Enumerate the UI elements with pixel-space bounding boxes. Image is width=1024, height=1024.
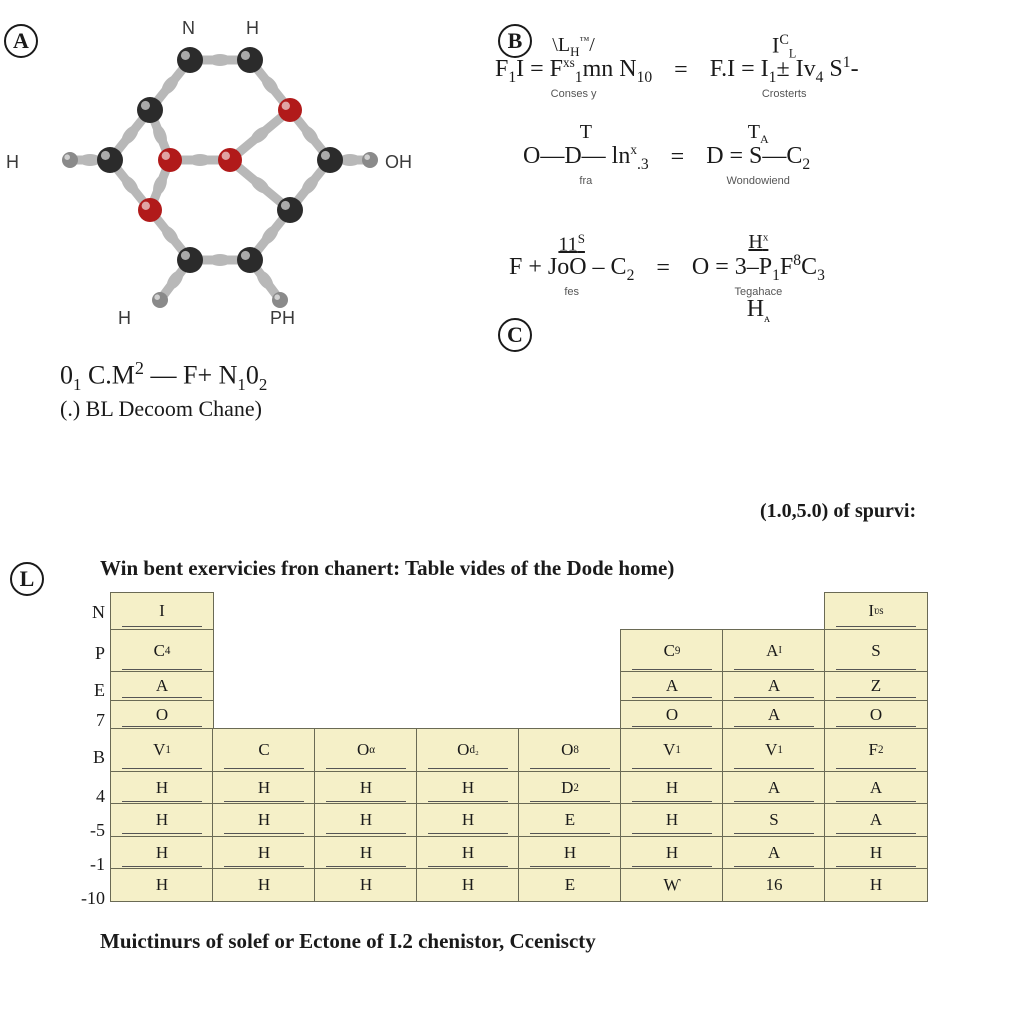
table-cell — [314, 700, 418, 730]
table-cell: O — [110, 700, 214, 730]
table-cell: C9 — [620, 629, 724, 673]
table-cell: O — [620, 700, 724, 730]
table-title: Win bent exervicies fron chanert: Table … — [100, 556, 1020, 581]
table-caption: Muictinurs of solef or Ectone of I.2 che… — [100, 929, 1020, 954]
panel-a-formula: 01 C.M2 — F+ N102 — [60, 358, 267, 395]
eq-b2-right: TA D = S—C2 Wondowiend — [706, 142, 810, 175]
table-cell — [314, 592, 418, 630]
atom-label: H — [246, 18, 259, 39]
table-cell — [212, 592, 316, 630]
table-cell: V1 — [722, 728, 826, 772]
eq-b1-right: ICL F.I = I1± Iv4 S1- Crosterts — [710, 54, 859, 88]
table-cell: V1 — [110, 728, 214, 772]
atom-label: H — [6, 152, 19, 173]
table-cell: H — [416, 771, 520, 805]
table-cell: H — [416, 803, 520, 837]
table-cell — [212, 671, 316, 701]
atom-label: PH — [270, 308, 295, 329]
panel-a-caption: (.) BL Decoom Chane) — [60, 396, 262, 422]
row-labels: NPE7B4-5-1-10 — [75, 593, 105, 915]
table-cell: H — [110, 836, 214, 870]
table-cell: C4 — [110, 629, 214, 673]
table-cell — [518, 629, 622, 673]
table-cell — [518, 592, 622, 630]
table-cell — [518, 700, 622, 730]
table-cell — [416, 592, 520, 630]
table-cell: H — [314, 868, 418, 902]
table-cell: A — [824, 771, 928, 805]
table-cell: H — [620, 803, 724, 837]
table-cell: A — [722, 671, 826, 701]
table-cell — [416, 671, 520, 701]
table-cell — [416, 700, 520, 730]
table-cell: H — [314, 803, 418, 837]
table-cell: Od₂ — [416, 728, 520, 772]
table-cell — [518, 671, 622, 701]
table-cell: H — [212, 836, 316, 870]
eq-b2-left: T O—D— lnx.3 fra — [523, 142, 649, 175]
table-cell: A — [722, 836, 826, 870]
table-cell: H — [416, 868, 520, 902]
table-cell — [314, 629, 418, 673]
table-cell — [620, 592, 724, 630]
table-cell — [416, 629, 520, 673]
table-cell: F2 — [824, 728, 928, 772]
table-cell: H — [212, 771, 316, 805]
table-cell: O — [824, 700, 928, 730]
table-cell: S — [824, 629, 928, 673]
table-cell — [212, 629, 316, 673]
table-cell: Ⱳ — [620, 868, 724, 902]
table-cell: A — [722, 771, 826, 805]
table-cell: 16 — [722, 868, 826, 902]
panel-label-c: C — [498, 318, 532, 352]
table-cell: H — [620, 836, 724, 870]
eq-b1-left: \LH™/ F1I = Fxs1mn N10 Conses y — [495, 55, 652, 88]
table-cell: H — [212, 868, 316, 902]
table-cell: A — [110, 671, 214, 701]
table-cell — [722, 592, 826, 630]
table-cell — [212, 700, 316, 730]
table-cell: H — [110, 868, 214, 902]
table-cell: S — [722, 803, 826, 837]
table-cell: H — [620, 771, 724, 805]
table-cell: H — [110, 771, 214, 805]
table-cell: C — [212, 728, 316, 772]
table-cell: Iʋs — [824, 592, 928, 630]
table-cell: H — [314, 836, 418, 870]
table-cell: E — [518, 803, 622, 837]
table-cell: A — [824, 803, 928, 837]
table-cell: A — [620, 671, 724, 701]
eq-c1-right: Hx O = 3–P1F8C3 Tegahace Hᴀ — [692, 252, 825, 286]
table-cell: A — [722, 700, 826, 730]
molecule-diagram: N H H OH H PH — [0, 0, 460, 400]
equations-area: \LH™/ F1I = Fxs1mn N10 Conses y = ICL F.… — [495, 10, 1024, 294]
panel-c-caption: (1.0,5.0) of spurvi: — [760, 500, 916, 523]
table-cell — [314, 671, 418, 701]
periodic-table: IIʋsC4C9AISAAAZOOAOV1COαOd₂O8V1V1F2HHHHD… — [111, 593, 927, 902]
panel-l: Win bent exervicies fron chanert: Table … — [10, 556, 1020, 954]
table-cell: AI — [722, 629, 826, 673]
table-cell: O8 — [518, 728, 622, 772]
table-cell: Oα — [314, 728, 418, 772]
atom-label: H — [118, 308, 131, 329]
eq-c1-left: 11S F + JoO – C2 fes — [509, 253, 634, 286]
table-cell: H — [314, 771, 418, 805]
table-cell: V1 — [620, 728, 724, 772]
table-cell: H — [518, 836, 622, 870]
atom-label: OH — [385, 152, 412, 173]
table-cell: E — [518, 868, 622, 902]
table-cell: I — [110, 592, 214, 630]
table-cell: H — [212, 803, 316, 837]
table-cell: Z — [824, 671, 928, 701]
atom-label: N — [182, 18, 195, 39]
table-cell: H — [416, 836, 520, 870]
table-cell: H — [824, 868, 928, 902]
table-cell: H — [824, 836, 928, 870]
table-cell: D2 — [518, 771, 622, 805]
table-cell: H — [110, 803, 214, 837]
